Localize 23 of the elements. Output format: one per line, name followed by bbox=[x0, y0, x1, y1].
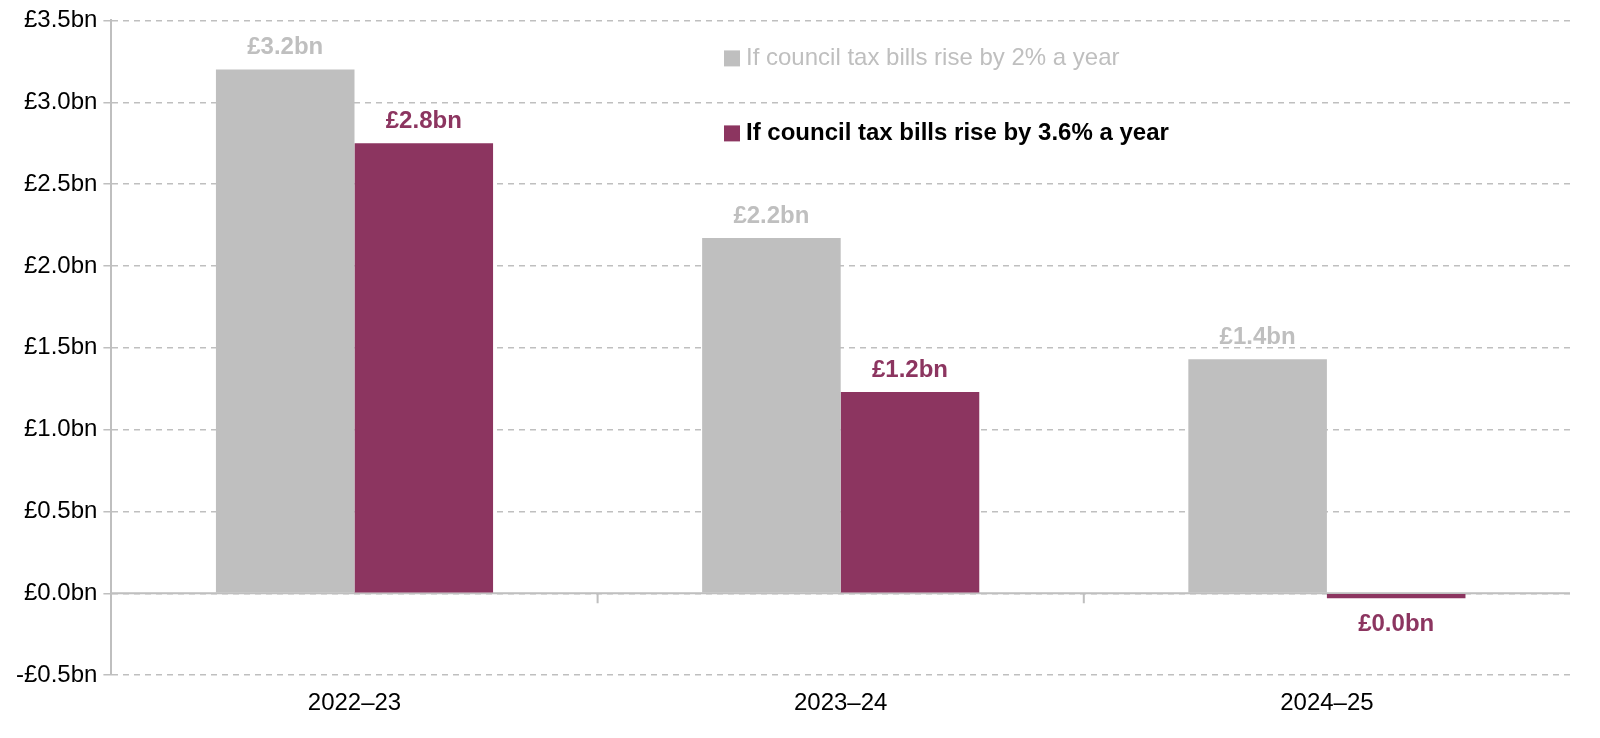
y-tick-label: £3.0bn bbox=[23, 86, 98, 114]
data-label: £2.8bn bbox=[385, 105, 462, 133]
y-tick-label: £1.0bn bbox=[23, 414, 98, 442]
x-tick-label: 2024–25 bbox=[1280, 688, 1374, 716]
bar bbox=[840, 392, 980, 593]
y-tick-label: £1.5bn bbox=[23, 332, 98, 360]
x-tick-label: 2023–24 bbox=[793, 688, 888, 716]
bar bbox=[354, 143, 494, 593]
y-tick-label: £0.5bn bbox=[23, 496, 98, 524]
data-label: £0.0bn bbox=[1358, 608, 1435, 636]
legend-label: If council tax bills rise by 3.6% a year bbox=[746, 118, 1169, 146]
y-tick-label: -£0.5bn bbox=[15, 659, 98, 687]
y-tick-label: £2.0bn bbox=[23, 250, 98, 278]
data-label: £1.4bn bbox=[1219, 321, 1296, 349]
data-label: £1.2bn bbox=[871, 354, 948, 382]
y-tick-label: £0.0bn bbox=[23, 577, 98, 605]
y-tick-label: £2.5bn bbox=[23, 168, 98, 196]
legend-label: If council tax bills rise by 2% a year bbox=[746, 43, 1120, 71]
data-label: £2.2bn bbox=[733, 200, 810, 228]
bar bbox=[1326, 594, 1466, 599]
y-tick-label: £3.5bn bbox=[23, 5, 98, 33]
data-label: £3.2bn bbox=[247, 32, 324, 60]
x-tick-label: 2022–23 bbox=[307, 688, 402, 716]
